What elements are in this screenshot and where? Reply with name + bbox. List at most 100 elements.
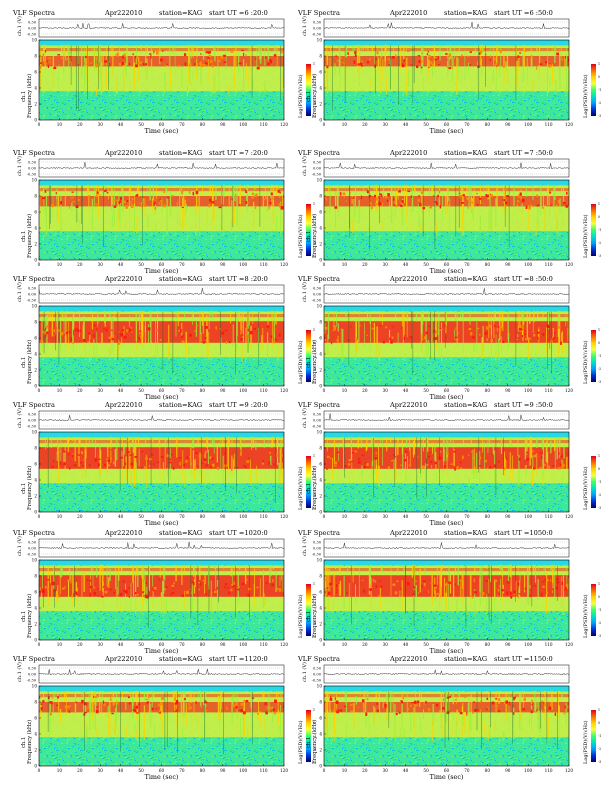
emission-speck — [55, 704, 58, 706]
emission-speck — [479, 709, 482, 712]
emission-speck — [508, 704, 511, 706]
emission-speck — [562, 588, 564, 592]
emission-speck — [234, 193, 237, 197]
x-tick-label: 60 — [444, 768, 450, 773]
emission-speck — [126, 199, 129, 203]
emission-speck — [431, 334, 434, 337]
emission-speck — [145, 456, 148, 460]
x-tick-label: 50 — [423, 768, 429, 773]
emission-speck — [140, 203, 143, 207]
emission-speck — [279, 711, 282, 713]
panel-station: station=KAG — [444, 9, 487, 17]
emission-speck — [546, 465, 549, 468]
spectrogram-body — [324, 432, 569, 512]
colorbar-tick-label: -3 — [313, 760, 316, 764]
trace-tick-label: 0.00 — [28, 419, 37, 423]
emission-speck — [551, 336, 554, 339]
y-axis-label: Frequency (kHz) — [26, 466, 33, 510]
spectrogram-plot — [39, 432, 284, 512]
emission-speck — [364, 590, 366, 593]
emission-speck — [392, 56, 395, 59]
emission-speck — [448, 581, 452, 584]
emission-speck — [50, 328, 54, 331]
emission-speck — [430, 460, 433, 464]
emission-speck — [394, 204, 398, 207]
trace-waveform — [38, 541, 285, 550]
emission-speck — [134, 55, 137, 59]
emission-speck — [198, 582, 201, 584]
x-tick-label: 20 — [77, 388, 83, 393]
emission-speck — [366, 61, 370, 64]
emission-speck — [516, 339, 519, 341]
emission-speck — [327, 591, 331, 596]
trace-tick-label: 0.00 — [313, 27, 322, 31]
emission-speck — [41, 340, 44, 344]
emission-speck — [54, 589, 56, 593]
trace-axis-label: ch.1 (V) — [301, 282, 308, 302]
x-tick-label: 110 — [260, 768, 268, 773]
emission-speck — [528, 338, 532, 340]
emission-speck — [421, 52, 423, 55]
emission-speck — [350, 325, 352, 328]
y-tick-label: 10 — [317, 38, 323, 43]
x-tick-label: 70 — [464, 388, 470, 393]
emission-speck — [506, 195, 509, 198]
emission-speck — [195, 325, 199, 327]
emission-speck — [497, 705, 499, 707]
emission-speck — [540, 700, 544, 703]
emission-speck — [211, 463, 215, 467]
emission-speck — [220, 55, 223, 60]
x-tick-label: 10 — [57, 514, 63, 519]
x-tick-label: 40 — [403, 388, 409, 393]
emission-speck — [69, 55, 71, 58]
emission-speck — [76, 329, 80, 333]
colorbar-tick-label: -2 — [313, 101, 316, 105]
emission-speck — [442, 707, 445, 710]
emission-speck — [566, 191, 568, 195]
emission-speck — [68, 330, 71, 334]
emission-speck — [512, 712, 515, 715]
emission-speck — [561, 454, 563, 457]
x-tick-label: 80 — [200, 262, 206, 267]
emission-speck — [89, 464, 91, 467]
emission-speck — [175, 709, 177, 713]
emission-speck — [524, 333, 527, 336]
colorbar-tick-label: -2 — [598, 621, 601, 625]
x-tick-label: 40 — [118, 642, 124, 647]
colorbar-tick-label: -2 — [313, 747, 316, 751]
channel-label: ch.1 — [306, 737, 312, 748]
emission-speck — [379, 325, 383, 327]
emission-speck — [348, 459, 351, 462]
emission-speck — [240, 338, 243, 341]
emission-speck — [494, 324, 496, 328]
emission-speck — [98, 455, 100, 459]
colorbar — [306, 710, 311, 762]
y-tick-label: 6 — [34, 590, 37, 595]
y-tick-label: 10 — [317, 178, 323, 183]
emission-speck — [57, 54, 61, 56]
emission-speck — [213, 589, 217, 591]
emission-speck — [158, 710, 161, 713]
channel-label: ch.1 — [306, 91, 312, 102]
emission-speck — [392, 583, 396, 586]
emission-speck — [386, 199, 389, 202]
emission-speck — [462, 194, 465, 197]
x-tick-label: 50 — [138, 122, 144, 127]
colorbar — [591, 330, 596, 382]
emission-speck — [331, 341, 333, 345]
emission-speck — [82, 338, 86, 343]
colorbar-tick-label: -1 — [313, 608, 316, 612]
panel-station: station=KAG — [444, 529, 487, 537]
emission-speck — [244, 190, 247, 192]
colorbar-label: Log(PSD)(V/√Hz) — [582, 720, 589, 764]
emission-speck — [375, 197, 378, 201]
panel-station: station=KAG — [444, 401, 487, 409]
emission-speck — [470, 332, 473, 336]
colorbar-tick-label: -3 — [598, 254, 601, 258]
emission-speck — [271, 334, 274, 337]
emission-speck — [428, 325, 431, 328]
x-tick-label: 10 — [57, 122, 63, 127]
emission-speck — [246, 578, 248, 581]
emission-speck — [108, 339, 111, 342]
emission-speck — [243, 465, 246, 467]
